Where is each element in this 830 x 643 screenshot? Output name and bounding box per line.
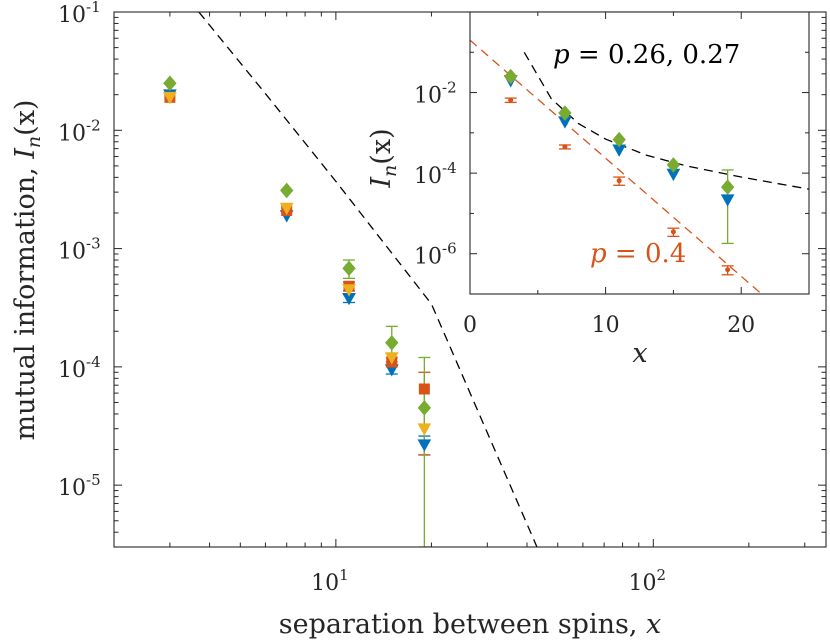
main-y-tick-label: 10-3 (58, 235, 101, 265)
inset-y-axis-title-var: I (366, 176, 397, 189)
inset-orange-p04-point (616, 178, 622, 184)
inset-x-ticks: 0 10 20 (463, 12, 810, 338)
main-y-tick-label: 10-1 (58, 0, 101, 28)
inset-annotation-p04-var: p (590, 239, 607, 269)
inset-x-axis-title: x (632, 338, 647, 369)
inset-green-point (504, 68, 518, 85)
main-x-ticks: 101 102 (113, 12, 806, 596)
main-y-tick-label: 10-2 (58, 116, 101, 146)
main-x-axis-title: separation between spins, x (279, 609, 662, 640)
main-y-axis-title: mutual information, In(x) (10, 100, 45, 441)
main-x-axis-title-text: separation between spins, (279, 609, 646, 640)
inset-y-ticks: 10-6 10-4 10-2 (414, 11, 809, 295)
inset-annotation-p026: p = 0.26, 0.27 (553, 40, 740, 70)
inset-series-group (503, 68, 735, 276)
main-fit-line-group (198, 12, 538, 547)
main-fit-line (198, 12, 538, 547)
inset-annotation-p026-value: = 0.26, 0.27 (570, 40, 741, 70)
main-orange-point (418, 383, 430, 395)
inset-annotation-p04-value: = 0.4 (607, 239, 687, 269)
main-amber-point (384, 352, 399, 365)
main-blue-point (417, 439, 432, 452)
inset-orange-p04-point (508, 97, 514, 103)
main-amber-point (279, 202, 294, 216)
inset-annotation-p04: p = 0.4 (590, 239, 686, 269)
inset-green-point (720, 179, 735, 195)
inset-green-point (666, 157, 681, 173)
main-y-tick-label: 10-4 (58, 353, 101, 383)
main-y-axis-title-arg: (x) (10, 100, 41, 136)
main-y-axis-title-var: I (10, 147, 41, 160)
inset-x-tick-label: 0 (463, 313, 477, 338)
main-amber-point (417, 423, 432, 436)
main-green-point (417, 400, 432, 416)
inset-green-point (558, 105, 572, 121)
inset-orange-p04-point (725, 267, 731, 273)
inset-x-tick-label: 20 (727, 313, 755, 338)
main-y-ticks: 10-5 10-4 10-3 10-2 10-1 (58, 0, 826, 548)
main-green-point (163, 75, 177, 91)
inset-annotation-p026-var: p (553, 40, 570, 70)
inset-fit-line-0 (523, 51, 809, 190)
inset-y-axis-title-arg: (x) (366, 128, 397, 164)
main-amber-point (342, 284, 356, 297)
inset-y-axis-title-sub: n (379, 165, 401, 177)
main-x-tick-label: 102 (629, 566, 667, 596)
inset-y-tick-label: 10-2 (414, 79, 457, 109)
inset-fit-line-1 (470, 39, 762, 294)
main-y-axis-title-text: mutual information, (10, 159, 41, 441)
inset-orange-p04-point (562, 144, 568, 150)
inset-x-tick-label: 10 (592, 313, 620, 338)
main-green-point (280, 182, 294, 199)
main-green-point (385, 334, 399, 351)
inset-y-axis-title: In(x) (366, 128, 401, 188)
inset-orange-p04-point (670, 229, 676, 235)
main-series-group (163, 75, 432, 547)
main-green-point (342, 260, 356, 277)
inset-y-tick-label: 10-6 (414, 240, 457, 270)
inset-fit-line-group (470, 39, 809, 294)
main-y-axis-title-sub: n (23, 136, 45, 148)
inset-chart: 0 10 20 10-6 10-4 10-2 x In(x) p = 0.26, 0.2… (366, 11, 810, 369)
inset-green-point (612, 131, 626, 148)
main-x-axis-title-var: x (646, 609, 661, 640)
main-y-tick-label: 10-5 (58, 471, 101, 501)
inset-axes-box (469, 11, 810, 295)
main-amber-point (163, 92, 177, 105)
inset-y-tick-label: 10-4 (414, 159, 457, 189)
main-x-tick-label: 101 (311, 566, 349, 596)
